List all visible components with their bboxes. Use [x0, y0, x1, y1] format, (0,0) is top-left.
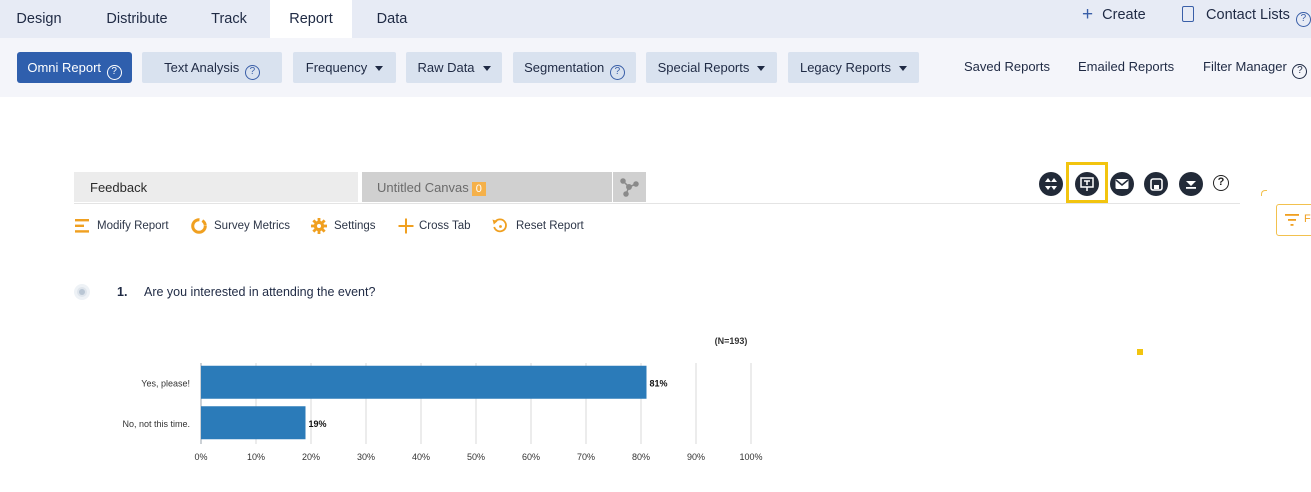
settings-label: Settings — [334, 220, 376, 232]
canvas-tab-feedback[interactable]: Feedback — [74, 172, 358, 202]
present-highlight — [1066, 162, 1108, 203]
x-tick-label: 80% — [632, 452, 650, 462]
survey-metrics-label: Survey Metrics — [214, 220, 291, 232]
tab-divider — [74, 203, 1240, 204]
frequency-dropdown[interactable]: Frequency — [293, 52, 396, 83]
omni-report-label: Omni Report — [27, 60, 102, 75]
x-tick-label: 50% — [467, 452, 485, 462]
filter-manager-label: Filter Manager — [1203, 59, 1287, 74]
text-analysis-label: Text Analysis — [164, 60, 240, 75]
contact-lists-label: Contact Lists — [1206, 7, 1290, 23]
data-label: 19% — [309, 419, 327, 429]
frequency-label: Frequency — [305, 60, 368, 75]
help-icon[interactable]: ? — [244, 64, 260, 80]
filter-manager-link[interactable]: Filter Manager ? — [1203, 57, 1308, 79]
raw-data-dropdown[interactable]: Raw Data — [406, 52, 502, 83]
sample-size-label: (N=193) — [715, 336, 748, 346]
filter-icon — [1285, 214, 1299, 226]
filter-label: F — [1304, 213, 1311, 225]
cross-tab-label: Cross Tab — [419, 220, 471, 232]
reset-report-label: Reset Report — [516, 220, 584, 232]
chevron-down-icon — [899, 66, 908, 72]
question-number: 1. — [117, 285, 128, 299]
data-label: 81% — [650, 378, 668, 388]
x-tick-label: 0% — [194, 452, 207, 462]
tab-report[interactable]: Report — [270, 0, 352, 38]
raw-data-label: Raw Data — [417, 60, 475, 75]
canvas-tab-label: Untitled Canvas — [377, 180, 469, 195]
canvas-tab-untitled[interactable]: Untitled Canvas 0 — [362, 172, 612, 202]
modify-report-label: Modify Report — [97, 220, 169, 232]
chevron-down-icon — [482, 66, 491, 72]
presentation-icon[interactable] — [1075, 172, 1099, 196]
help-icon[interactable]: ? — [1292, 63, 1308, 79]
share-tab[interactable] — [613, 172, 646, 202]
help-icon[interactable]: ? — [1295, 11, 1311, 27]
x-tick-label: 60% — [522, 452, 540, 462]
x-tick-label: 10% — [247, 452, 265, 462]
help-icon[interactable]: ? — [106, 64, 122, 80]
segmentation-label: Segmentation — [524, 60, 605, 75]
bar — [201, 365, 647, 399]
contact-book-icon — [1182, 6, 1194, 22]
x-tick-label: 90% — [687, 452, 705, 462]
settings-button[interactable]: Settings — [310, 217, 380, 235]
chevron-down-icon — [375, 66, 384, 72]
gear-icon — [311, 218, 327, 234]
tab-design[interactable]: Design — [16, 11, 62, 27]
download-icon[interactable] — [1179, 172, 1203, 196]
special-reports-dropdown[interactable]: Special Reports — [646, 52, 777, 83]
omni-report-button[interactable]: Omni Report ? — [17, 52, 132, 83]
save-icon[interactable] — [1144, 172, 1168, 196]
corner-marker — [1261, 190, 1267, 196]
top-navigation: Design Distribute Track Report Data + Cr… — [0, 0, 1311, 38]
legacy-reports-label: Legacy Reports — [799, 60, 892, 75]
saved-reports-link[interactable]: Saved Reports — [964, 59, 1050, 74]
reset-icon — [492, 218, 507, 233]
x-tick-label: 30% — [357, 452, 375, 462]
report-subnav: Omni Report ? Text Analysis ? Frequency … — [0, 38, 1311, 97]
tab-track[interactable]: Track — [211, 11, 247, 27]
x-tick-label: 20% — [302, 452, 320, 462]
count-badge: 0 — [471, 182, 486, 196]
cross-tab-button[interactable]: Cross Tab — [397, 217, 472, 235]
x-tick-label: 100% — [739, 452, 762, 462]
tab-distribute[interactable]: Distribute — [106, 11, 168, 27]
expand-icon[interactable] — [1039, 172, 1063, 196]
category-label: Yes, please! — [141, 378, 190, 388]
question-text: Are you interested in attending the even… — [144, 285, 376, 299]
reset-report-button[interactable]: Reset Report — [491, 217, 586, 235]
x-tick-label: 40% — [412, 452, 430, 462]
filter-panel-button[interactable]: F — [1276, 204, 1311, 236]
tab-data[interactable]: Data — [376, 11, 408, 27]
segmentation-button[interactable]: Segmentation ? — [513, 52, 636, 83]
category-label: No, not this time. — [122, 419, 190, 429]
help-icon[interactable]: ? — [609, 64, 625, 80]
emailed-reports-link[interactable]: Emailed Reports — [1078, 59, 1175, 74]
bar-chart: 0% 10% 20% 30% 40% 50% 60% 70% 80% 90% 100% (N=193)… — [122, 336, 762, 462]
marker-square — [1137, 349, 1143, 355]
list-icon — [75, 219, 89, 233]
create-button[interactable]: + Create — [1082, 0, 1146, 30]
special-reports-label: Special Reports — [657, 60, 750, 75]
donut-chart-icon — [191, 218, 207, 234]
legacy-reports-dropdown[interactable]: Legacy Reports — [788, 52, 919, 83]
plus-icon: + — [1082, 4, 1094, 25]
share-icon — [620, 178, 639, 197]
create-label: Create — [1102, 7, 1146, 23]
text-analysis-button[interactable]: Text Analysis ? — [142, 52, 282, 83]
plus-icon — [398, 218, 414, 234]
modify-report-button[interactable]: Modify Report — [74, 217, 174, 235]
email-icon[interactable] — [1110, 172, 1134, 196]
survey-metrics-button[interactable]: Survey Metrics — [190, 217, 295, 235]
help-icon[interactable]: ? — [1213, 175, 1229, 191]
chevron-down-icon — [757, 66, 766, 72]
bar — [201, 406, 306, 440]
question-select-radio[interactable] — [74, 284, 90, 300]
contact-lists-button[interactable]: Contact Lists ? — [1182, 0, 1311, 30]
x-tick-label: 70% — [577, 452, 595, 462]
